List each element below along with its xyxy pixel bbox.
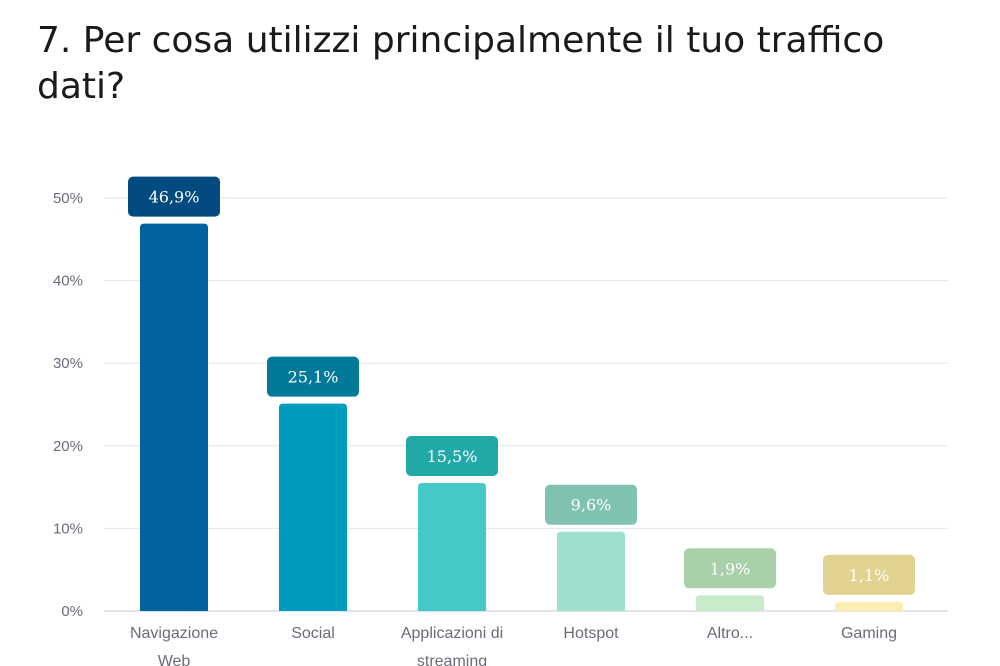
bars — [140, 223, 903, 611]
data-label: 1,9% — [710, 559, 751, 578]
y-tick-label: 10% — [53, 520, 83, 537]
bar — [696, 595, 764, 611]
data-label: 1,1% — [849, 566, 890, 585]
data-label-box — [545, 484, 637, 525]
category-label: Applicazioni di streaming — [401, 625, 503, 666]
category-label: Altro... — [707, 625, 753, 642]
data-label: 46,9% — [149, 188, 200, 207]
data-labels: 46,9% 25,1% 15,5% 9,6% 1,9% 1,1% — [128, 176, 915, 595]
y-tick-label: 0% — [61, 603, 83, 620]
data-label-box — [823, 554, 915, 595]
bar — [418, 482, 486, 611]
y-tick-label: 20% — [53, 438, 83, 455]
data-label-box — [128, 176, 220, 217]
category-label: Navigazione Web — [130, 625, 218, 666]
x-axis-categories: Navigazione Web Social Applicazioni di strea… — [130, 625, 897, 666]
data-label: 15,5% — [427, 447, 478, 466]
data-label: 25,1% — [288, 368, 339, 387]
y-axis-ticks: 0% 10% 20% 30% 40% 50% — [53, 190, 83, 620]
data-label-box — [267, 356, 359, 397]
y-tick-label: 40% — [53, 273, 83, 290]
bar — [557, 531, 625, 611]
category-label: Hotspot — [563, 625, 619, 642]
data-label-box — [684, 548, 776, 589]
bar — [140, 223, 208, 611]
category-label: Gaming — [841, 625, 897, 642]
data-label-box — [406, 435, 498, 476]
gridlines — [104, 197, 948, 612]
data-label: 9,6% — [571, 496, 612, 515]
chart-title: 7. Per cosa utilizzi principalmente il t… — [37, 20, 885, 107]
y-tick-label: 50% — [53, 190, 83, 207]
y-tick-label: 30% — [53, 355, 83, 372]
category-label: Social — [291, 625, 335, 642]
bar — [835, 601, 903, 611]
bar — [279, 403, 347, 611]
